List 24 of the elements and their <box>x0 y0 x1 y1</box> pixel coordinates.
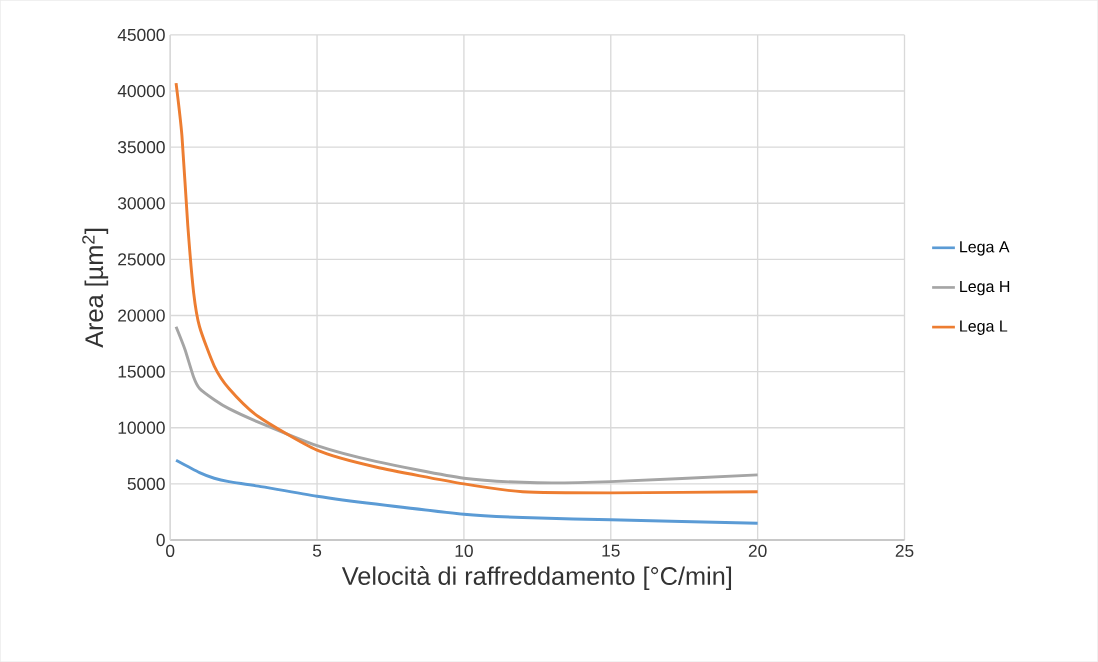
x-tick-label: 20 <box>748 544 767 557</box>
legend-label: Lega H <box>960 280 1010 296</box>
line-series <box>174 458 760 525</box>
y-tick-label: 0 <box>156 533 165 547</box>
x-tick-label: 15 <box>602 544 620 557</box>
y-tick-label: 20000 <box>118 309 165 322</box>
y-tick-label: 40000 <box>117 84 165 98</box>
x-tick-label: 5 <box>312 544 322 557</box>
legend-label: Lega L <box>960 320 1008 335</box>
x-tick-label: 10 <box>455 544 473 557</box>
y-tick-label: 30000 <box>117 197 165 210</box>
y-tick-label: 45000 <box>117 28 165 41</box>
x-tick-label: 0 <box>166 544 175 557</box>
x-tick-label: 25 <box>895 544 914 557</box>
y-tick-label: 25000 <box>118 253 165 266</box>
y-tick-label: 15000 <box>118 365 165 378</box>
y-tick-label: 10000 <box>118 421 165 434</box>
y-axis-title: Area [µm$^{2}$] <box>82 228 109 348</box>
line-series <box>174 81 760 495</box>
y-tick-label: 35000 <box>117 140 165 154</box>
legend-label: Lega A <box>960 241 1010 256</box>
x-axis-title: Velocità di raffreddamento [°C/min] <box>341 566 732 590</box>
y-tick-label: 5000 <box>127 477 165 490</box>
line-series <box>174 325 760 485</box>
